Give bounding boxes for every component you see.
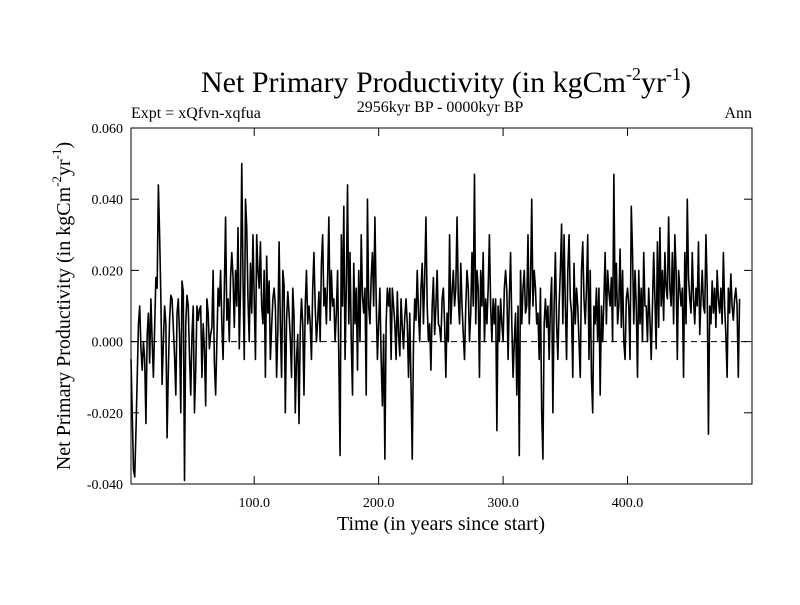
y-tick-label: 0.040 bbox=[92, 193, 124, 208]
npp-series-line bbox=[130, 162, 741, 482]
y-axis-ticks: -0.040 -0.020 0.000 0.020 0.040 0.060 bbox=[87, 122, 752, 493]
chart-title: Net Primary Productivity (in kgCm-2yr-1) bbox=[201, 64, 691, 99]
y-tick-label: -0.040 bbox=[87, 478, 123, 493]
plot-frame bbox=[130, 127, 753, 485]
y-axis-label: Net Primary Productivity (in kgCm-2yr-1) bbox=[49, 142, 75, 470]
y-tick-label: 0.060 bbox=[92, 122, 124, 137]
y-tick-label: -0.020 bbox=[87, 407, 123, 422]
y-tick-label: 0.000 bbox=[92, 336, 124, 351]
x-tick-label: 100.0 bbox=[238, 496, 270, 511]
x-tick-label: 400.0 bbox=[612, 496, 644, 511]
y-tick-label: 0.020 bbox=[92, 264, 124, 279]
x-axis-label: Time (in years since start) bbox=[337, 513, 545, 535]
season-label: Ann bbox=[724, 105, 752, 122]
x-tick-label: 200.0 bbox=[363, 496, 395, 511]
x-axis-ticks: 100.0 200.0 300.0 400.0 bbox=[238, 128, 643, 511]
x-tick-label: 300.0 bbox=[487, 496, 519, 511]
experiment-label: Expt = xQfvn-xqfua bbox=[131, 105, 261, 122]
time-period-label: 2956kyr BP - 0000kyr BP bbox=[357, 99, 524, 116]
